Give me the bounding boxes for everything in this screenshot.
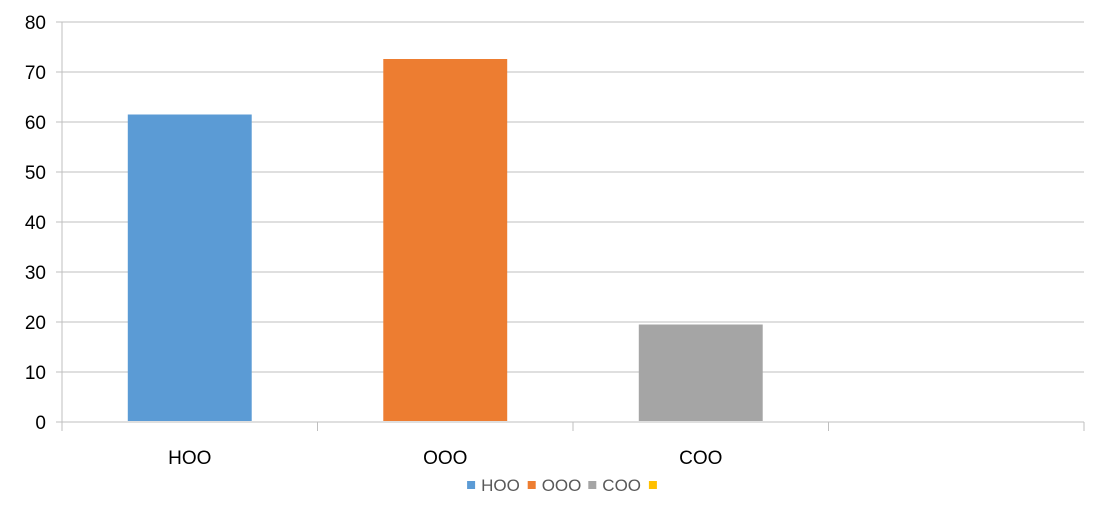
y-tick-label: 80	[25, 13, 46, 34]
legend-swatch	[467, 481, 475, 489]
y-tick-label: 70	[25, 63, 46, 84]
x-category-label: COO	[679, 448, 722, 469]
y-tick-label: 20	[25, 313, 46, 334]
legend: HOO OOO COO	[467, 476, 657, 495]
x-category-label: OOO	[423, 448, 467, 469]
y-tick-label: 60	[25, 113, 46, 134]
y-axis-ticks: 0 10 20 30 40 50 60 70 80	[25, 13, 62, 434]
legend-swatch	[588, 481, 596, 489]
bars	[128, 59, 763, 421]
y-tick-label: 30	[25, 263, 46, 284]
legend-swatch	[528, 481, 536, 489]
y-tick-label: 0	[35, 413, 46, 434]
legend-label: HOO	[481, 476, 520, 495]
y-tick-label: 50	[25, 163, 46, 184]
legend-swatch	[649, 481, 657, 489]
legend-label: OOO	[542, 476, 582, 495]
x-axis: HOO OOO COO	[62, 422, 1084, 469]
y-tick-label: 40	[25, 213, 46, 234]
x-category-label: HOO	[168, 448, 211, 469]
bar-ooo	[383, 59, 507, 421]
y-tick-label: 10	[25, 363, 46, 384]
bar-hoo	[128, 115, 252, 422]
bar-coo	[639, 325, 763, 422]
legend-label: COO	[602, 476, 641, 495]
